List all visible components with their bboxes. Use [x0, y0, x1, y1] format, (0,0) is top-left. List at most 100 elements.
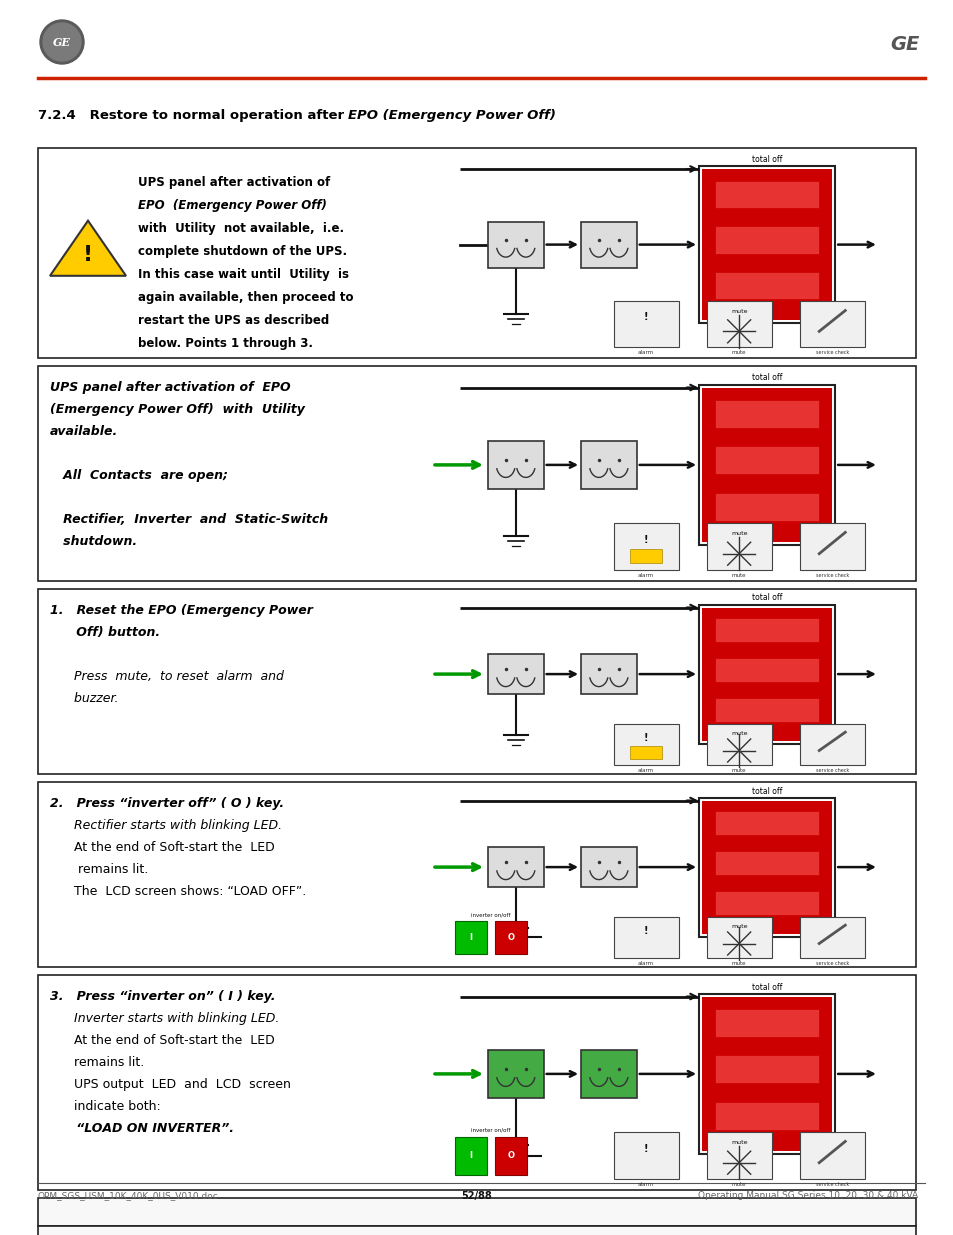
Text: remains lit.: remains lit.: [50, 1056, 144, 1070]
Text: mute: mute: [730, 924, 746, 929]
Bar: [699, 604, 835, 743]
Bar: [706, 1132, 771, 1179]
Bar: [613, 1132, 678, 1179]
Text: mute: mute: [730, 1140, 746, 1145]
Text: mute: mute: [731, 573, 745, 578]
Text: mute: mute: [731, 768, 745, 773]
Text: alarm: alarm: [638, 573, 654, 578]
Text: total off: total off: [751, 983, 781, 992]
Text: I: I: [469, 1151, 472, 1160]
Bar: [455, 1136, 486, 1174]
Text: total off: total off: [751, 594, 781, 603]
Text: buzzer.: buzzer.: [50, 692, 118, 705]
Bar: [799, 724, 864, 764]
Bar: [580, 653, 637, 694]
Bar: [701, 388, 831, 542]
Bar: [714, 811, 819, 835]
Text: mute: mute: [730, 731, 746, 736]
Bar: [714, 182, 819, 209]
Text: alarm: alarm: [638, 768, 654, 773]
Bar: [714, 400, 819, 427]
Text: below. Points 1 through 3.: below. Points 1 through 3.: [138, 337, 313, 350]
Text: complete shutdown of the UPS.: complete shutdown of the UPS.: [138, 245, 347, 258]
Text: service check: service check: [815, 768, 848, 773]
Text: !: !: [643, 535, 648, 545]
Bar: [613, 724, 678, 764]
Bar: [699, 993, 835, 1155]
Text: !: !: [643, 926, 648, 936]
Text: service check: service check: [815, 573, 848, 578]
Text: OPM_SGS_USM_10K_40K_0US_V010.doc: OPM_SGS_USM_10K_40K_0US_V010.doc: [38, 1191, 218, 1200]
Text: I: I: [469, 932, 472, 942]
Text: with  Utility  not available,  i.e.: with Utility not available, i.e.: [138, 222, 344, 235]
Text: GE: GE: [890, 36, 919, 54]
Text: mute: mute: [731, 351, 745, 356]
Text: In this case wait until  Utility  is: In this case wait until Utility is: [138, 268, 349, 282]
Text: !: !: [643, 312, 648, 322]
Bar: [38, 366, 915, 580]
Bar: [706, 724, 771, 764]
Text: inverter on/off: inverter on/off: [471, 913, 511, 918]
Bar: [799, 301, 864, 347]
Text: alarm: alarm: [638, 961, 654, 966]
Bar: [714, 1009, 819, 1036]
Text: Inverter starts with blinking LED.: Inverter starts with blinking LED.: [50, 1011, 279, 1025]
Text: available.: available.: [50, 425, 118, 438]
Text: 7.2.4   Restore to normal operation after: 7.2.4 Restore to normal operation after: [38, 109, 349, 121]
Text: Press  mute,  to reset  alarm  and: Press mute, to reset alarm and: [50, 671, 284, 683]
Text: Rectifier starts with blinking LED.: Rectifier starts with blinking LED.: [50, 819, 282, 832]
Text: service check: service check: [815, 961, 848, 966]
Text: Rectifier,  Inverter  and  Static-Switch: Rectifier, Inverter and Static-Switch: [50, 513, 328, 526]
Bar: [38, 148, 915, 358]
Text: O: O: [507, 1151, 515, 1160]
Text: “LOAD ON INVERTER”.: “LOAD ON INVERTER”.: [50, 1123, 233, 1135]
Text: !: !: [643, 1144, 648, 1153]
Text: mute: mute: [730, 531, 746, 536]
Bar: [706, 522, 771, 571]
Text: The  LCD screen shows: “LOAD OFF”.: The LCD screen shows: “LOAD OFF”.: [50, 885, 306, 898]
Text: At the end of Soft-start the  LED: At the end of Soft-start the LED: [50, 1034, 274, 1047]
Bar: [799, 522, 864, 571]
Bar: [455, 921, 486, 953]
Circle shape: [43, 23, 81, 61]
Text: mute: mute: [731, 1182, 745, 1187]
Text: EPO (Emergency Power Off): EPO (Emergency Power Off): [348, 109, 556, 121]
Bar: [487, 221, 543, 268]
Text: Off) button.: Off) button.: [50, 626, 160, 638]
Bar: [799, 1132, 864, 1179]
Bar: [701, 608, 831, 741]
Text: 1.   Reset the EPO (Emergency Power: 1. Reset the EPO (Emergency Power: [50, 604, 313, 618]
Bar: [699, 798, 835, 936]
Text: UPS panel after activation of  EPO: UPS panel after activation of EPO: [50, 382, 291, 394]
Bar: [714, 892, 819, 915]
Text: UPS panel after activation of: UPS panel after activation of: [138, 177, 330, 189]
Text: again available, then proceed to: again available, then proceed to: [138, 291, 354, 304]
Text: alarm: alarm: [638, 1182, 654, 1187]
Text: !: !: [83, 245, 93, 264]
Bar: [487, 653, 543, 694]
Bar: [714, 1056, 819, 1083]
Bar: [701, 997, 831, 1151]
Circle shape: [40, 20, 84, 64]
Bar: [38, 589, 915, 774]
Text: O: O: [507, 932, 515, 942]
Text: mute: mute: [730, 309, 746, 314]
Bar: [714, 226, 819, 253]
Bar: [714, 851, 819, 876]
Bar: [487, 441, 543, 489]
Bar: [701, 169, 831, 320]
Text: All  Contacts  are open;: All Contacts are open;: [50, 469, 228, 482]
Bar: [714, 698, 819, 722]
Bar: [699, 165, 835, 324]
Text: EPO  (Emergency Power Off): EPO (Emergency Power Off): [138, 199, 327, 212]
Bar: [580, 847, 637, 888]
Bar: [714, 1102, 819, 1130]
Text: indicate both:: indicate both:: [50, 1100, 161, 1113]
Text: 52/88: 52/88: [461, 1191, 492, 1200]
Bar: [487, 1050, 543, 1098]
Text: GE: GE: [53, 37, 71, 47]
Bar: [714, 493, 819, 521]
Text: (Emergency Power Off)  with  Utility: (Emergency Power Off) with Utility: [50, 403, 305, 416]
Bar: [629, 746, 661, 758]
Bar: [613, 522, 678, 571]
